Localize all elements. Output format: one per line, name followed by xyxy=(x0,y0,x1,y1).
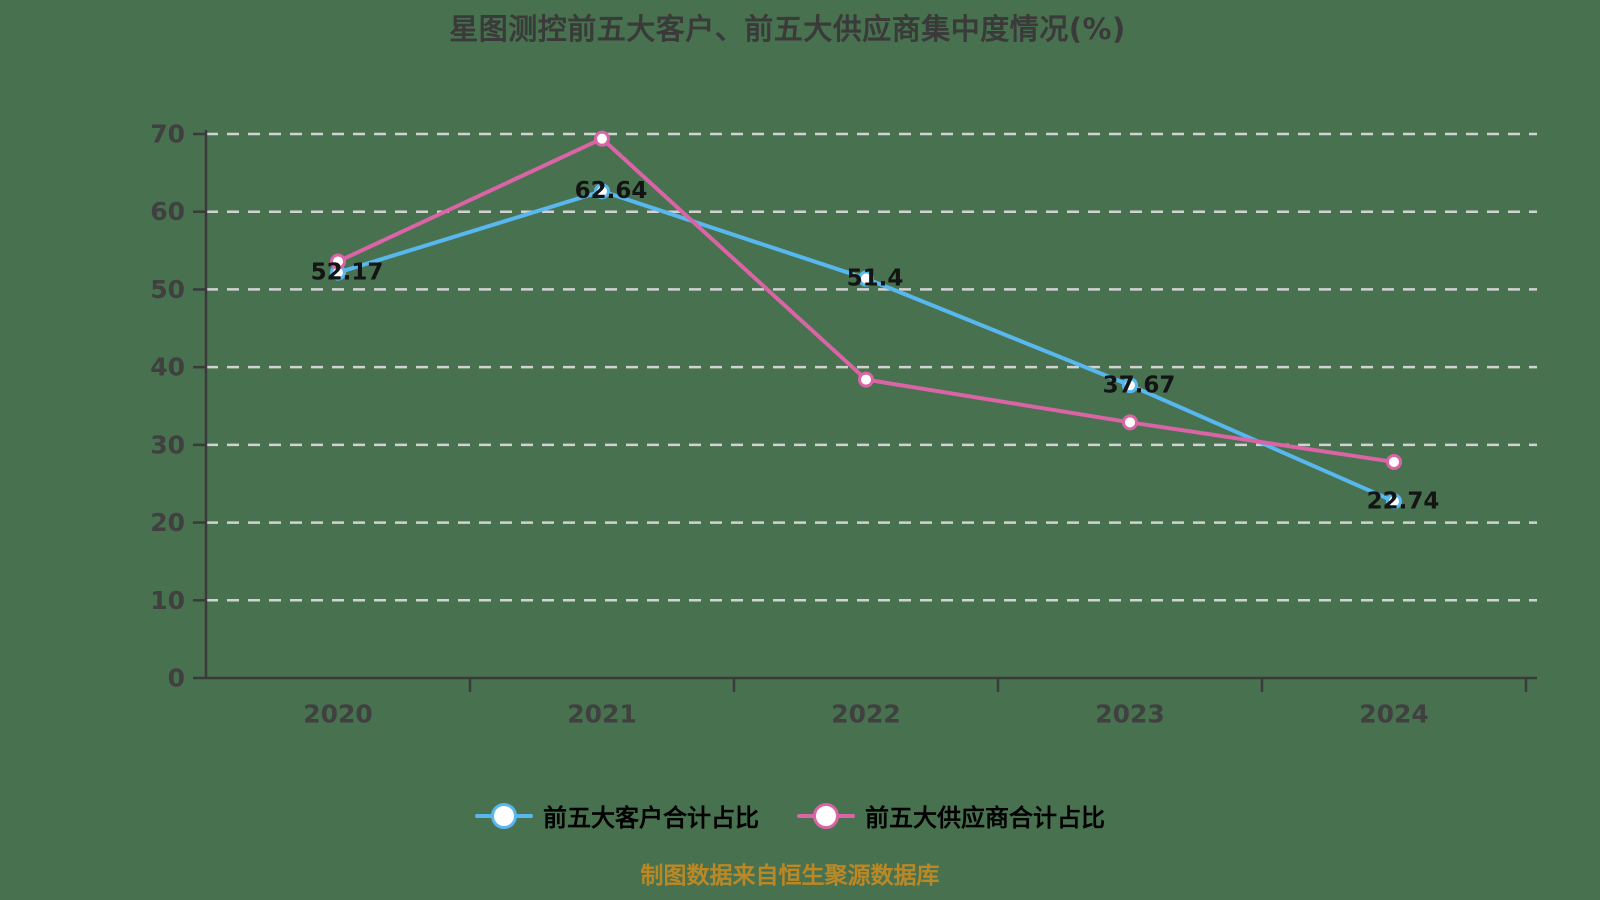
data-point-marker-suppliers xyxy=(330,253,346,270)
series-line-customers xyxy=(336,189,1396,504)
data-point-marker-customers xyxy=(858,270,874,287)
data-point-label: 62.64 xyxy=(575,178,648,204)
y-axis-tick-label: 30 xyxy=(150,430,185,459)
y-axis-tick-label: 50 xyxy=(150,275,185,304)
data-point-marker-suppliers xyxy=(594,130,610,147)
legend-label-top5-suppliers: 前五大供应商合计占比 xyxy=(865,804,1105,832)
line-marker-icon xyxy=(475,801,533,831)
data-point-label: 51.4 xyxy=(847,266,904,292)
x-axis-category-label: 2022 xyxy=(831,699,901,728)
data-point-marker-suppliers xyxy=(1386,453,1402,470)
data-point-marker-suppliers xyxy=(1122,414,1138,431)
x-axis-category-label: 2021 xyxy=(567,699,637,728)
data-point-marker-suppliers xyxy=(858,371,874,388)
legend-item-top5-suppliers[interactable]: 前五大供应商合计占比 xyxy=(797,798,1105,833)
line-marker-icon xyxy=(797,801,855,831)
legend-item-top5-customers[interactable]: 前五大客户合计占比 xyxy=(475,798,759,833)
data-point-label: 22.74 xyxy=(1367,488,1440,514)
data-point-marker-customers xyxy=(1122,377,1138,394)
legend-label-top5-customers: 前五大客户合计占比 xyxy=(543,804,759,832)
data-point-marker-customers xyxy=(1386,493,1402,510)
data-point-marker-customers xyxy=(594,183,610,200)
x-axis-category-label: 2023 xyxy=(1095,699,1165,728)
y-axis-tick-label: 70 xyxy=(150,120,185,149)
data-point-label: 52.17 xyxy=(311,260,384,286)
series-line-suppliers xyxy=(336,136,1396,464)
chart-title: 星图测控前五大客户、前五大供应商集中度情况(%) xyxy=(449,12,1126,46)
x-axis-category-label: 2024 xyxy=(1359,699,1429,728)
data-source-note: 制图数据来自恒生聚源数据库 xyxy=(640,863,940,889)
y-axis-tick-label: 10 xyxy=(150,586,185,615)
legend: 前五大客户合计占比 前五大供应商合计占比 xyxy=(0,798,1580,833)
y-axis-tick-label: 40 xyxy=(150,353,185,382)
data-point-label: 37.67 xyxy=(1103,372,1176,398)
x-axis-category-label: 2020 xyxy=(303,699,373,728)
y-axis-tick-label: 60 xyxy=(150,197,185,226)
y-axis-tick-label: 0 xyxy=(168,664,185,693)
y-axis-tick-label: 20 xyxy=(150,508,185,537)
